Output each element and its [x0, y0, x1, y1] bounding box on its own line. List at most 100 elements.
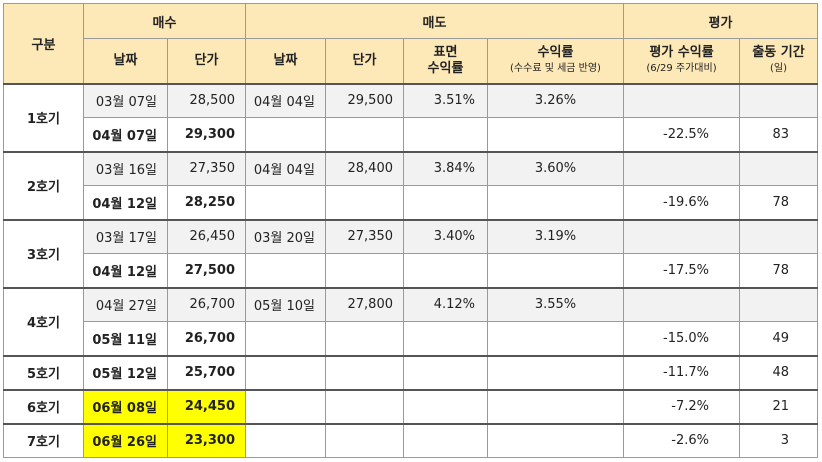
eval-return-cell [623, 82, 740, 118]
buy-date-cell: 05월 11일 [83, 321, 168, 356]
sell-price-cell [325, 388, 404, 424]
return-cell: 3.26% [487, 82, 624, 118]
days-cell [739, 82, 818, 118]
header-eval-return-line1: 평가 수익률 [649, 44, 714, 60]
buy-price-cell: 25,700 [167, 354, 246, 390]
table-row: 3호기 03월 17일 26,450 03월 20일 27,350 3.40% … [3, 218, 818, 288]
days-cell [739, 286, 818, 322]
days-cell [739, 150, 818, 186]
sell-price-cell: 29,500 [325, 82, 404, 118]
surface-return-cell: 3.40% [403, 218, 488, 254]
sell-price-cell [325, 422, 404, 458]
buy-price-cell: 27,350 [167, 150, 246, 186]
surface-return-cell [403, 253, 488, 288]
days-cell: 49 [739, 321, 818, 356]
header-period-line1: 출동 기간 [752, 44, 805, 60]
table-row: 4호기 04월 27일 26,700 05월 10일 27,800 4.12% … [3, 286, 818, 356]
buy-price-cell: 26,450 [167, 218, 246, 254]
sell-price-cell: 27,350 [325, 218, 404, 254]
row-label: 1호기 [3, 82, 84, 152]
buy-price-cell: 28,500 [167, 82, 246, 118]
buy-price-cell: 26,700 [167, 321, 246, 356]
row-label: 4호기 [3, 286, 84, 356]
sell-price-cell [325, 321, 404, 356]
buy-date-cell: 05월 12일 [83, 354, 168, 390]
days-cell [739, 218, 818, 254]
surface-return-cell [403, 422, 488, 458]
row-label: 7호기 [3, 422, 84, 458]
trade-table-container: 구분 매수 매도 평가 날짜 단가 날짜 단가 표면 수익률 수익률 (수수료 … [3, 3, 818, 458]
table-row: 6호기 06월 08일 24,450 -7.2% 21 [3, 388, 818, 424]
return-cell [487, 388, 624, 424]
header-surface-return: 표면 수익률 [403, 38, 488, 84]
sell-date-cell [245, 422, 326, 458]
header-evaluation: 평가 [623, 3, 818, 39]
buy-date-cell: 03월 16일 [83, 150, 168, 186]
eval-return-cell [623, 218, 740, 254]
header-buy-price: 단가 [167, 38, 246, 84]
row-label: 3호기 [3, 218, 84, 288]
buy-date-cell: 03월 17일 [83, 218, 168, 254]
buy-date-cell: 04월 27일 [83, 286, 168, 322]
surface-return-cell [403, 354, 488, 390]
row-label: 6호기 [3, 388, 84, 424]
table-row: 04월 12일 28,250 -19.6% 78 [4, 185, 818, 220]
eval-return-cell: -22.5% [623, 117, 740, 152]
days-cell: 3 [739, 422, 818, 458]
header-surface-return-line1: 표면 [433, 44, 458, 60]
table-row: 04월 07일 29,300 -22.5% 83 [4, 117, 818, 152]
surface-return-cell [403, 117, 488, 152]
sell-price-cell [325, 117, 404, 152]
return-cell: 3.60% [487, 150, 624, 186]
sell-date-cell [245, 253, 326, 288]
days-cell: 48 [739, 354, 818, 390]
sell-date-cell [245, 354, 326, 390]
buy-date-cell: 04월 12일 [83, 185, 168, 220]
days-cell: 78 [739, 253, 818, 288]
header-return: 수익률 (수수료 및 세금 반영) [487, 38, 624, 84]
sell-date-cell: 05월 10일 [245, 286, 326, 322]
buy-date-cell: 06월 26일 [83, 422, 168, 458]
table-row: 1호기 03월 07일 28,500 04월 04일 29,500 3.51% … [3, 82, 818, 152]
buy-price-cell: 29,300 [167, 117, 246, 152]
surface-return-cell: 3.51% [403, 82, 488, 118]
header-buy-date: 날짜 [83, 38, 168, 84]
eval-return-cell: -11.7% [623, 354, 740, 390]
header-eval-return: 평가 수익률 (6/29 주가대비) [623, 38, 740, 84]
table-row: 05월 11일 26,700 -15.0% 49 [4, 321, 818, 356]
buy-date-cell: 04월 07일 [83, 117, 168, 152]
header-category: 구분 [3, 3, 84, 84]
return-cell [487, 253, 624, 288]
header-period-line2: (일) [769, 62, 787, 74]
surface-return-cell [403, 185, 488, 220]
return-cell [487, 422, 624, 458]
buy-price-cell: 23,300 [167, 422, 246, 458]
eval-return-cell: -15.0% [623, 321, 740, 356]
sell-date-cell [245, 388, 326, 424]
header-return-line1: 수익률 [537, 44, 574, 60]
table-row: 2호기 03월 16일 27,350 04월 04일 28,400 3.84% … [3, 150, 818, 220]
return-cell [487, 117, 624, 152]
row-label: 5호기 [3, 354, 84, 390]
buy-price-cell: 28,250 [167, 185, 246, 220]
surface-return-cell: 3.84% [403, 150, 488, 186]
sell-date-cell [245, 321, 326, 356]
sell-date-cell [245, 117, 326, 152]
buy-price-cell: 26,700 [167, 286, 246, 322]
eval-return-cell [623, 286, 740, 322]
eval-return-cell [623, 150, 740, 186]
buy-price-cell: 24,450 [167, 388, 246, 424]
surface-return-cell [403, 388, 488, 424]
eval-return-cell: -17.5% [623, 253, 740, 288]
return-cell [487, 321, 624, 356]
eval-return-cell: -7.2% [623, 388, 740, 424]
days-cell: 83 [739, 117, 818, 152]
return-cell [487, 354, 624, 390]
buy-date-cell: 03월 07일 [83, 82, 168, 118]
sell-date-cell: 03월 20일 [245, 218, 326, 254]
header-period: 출동 기간 (일) [739, 38, 818, 84]
sell-price-cell: 28,400 [325, 150, 404, 186]
header-sell: 매도 [245, 3, 624, 39]
header-sell-price: 단가 [325, 38, 404, 84]
table-row: 04월 12일 27,500 -17.5% 78 [4, 253, 818, 288]
